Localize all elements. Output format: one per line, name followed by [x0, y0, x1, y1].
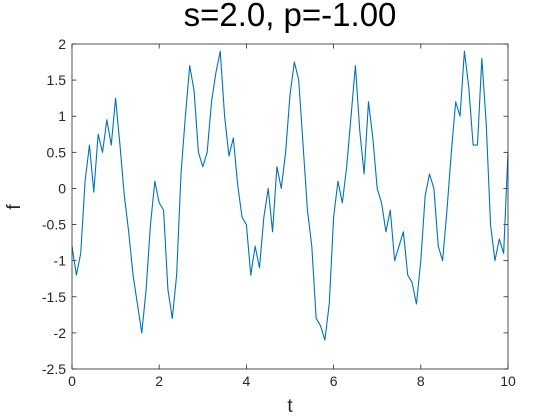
ticks-layer: 0 2 4 6 8 10 -2.5 -2 -1.5 -1 -0.5 0 0.5 1 1.5 2	[42, 36, 516, 389]
x-tick-label: 2	[155, 373, 163, 389]
chart-title: s=2.0, p=-1.00	[184, 0, 397, 33]
axes-box	[71, 43, 509, 370]
y-tick-label: -2	[54, 325, 67, 341]
x-tick-label: 4	[243, 373, 251, 389]
x-tick-label: 10	[500, 373, 516, 389]
y-tick-label: 1	[58, 108, 66, 124]
y-tick-label: 0.5	[47, 144, 67, 160]
y-tick-label: -1	[54, 253, 67, 269]
y-axis-label: f	[4, 204, 25, 210]
x-tick-label: 6	[330, 373, 338, 389]
series-line	[71, 50, 509, 341]
y-tick-label: -1.5	[42, 289, 66, 305]
y-tick-label: 1.5	[47, 72, 67, 88]
y-tick-label: 0	[58, 180, 66, 196]
x-axis-label: t	[287, 396, 293, 417]
x-tick-label: 0	[68, 373, 76, 389]
y-tick-label: 2	[58, 36, 66, 52]
y-tick-label: -2.5	[42, 361, 66, 377]
y-tick-label: -0.5	[42, 217, 66, 233]
x-tick-label: 8	[417, 373, 425, 389]
